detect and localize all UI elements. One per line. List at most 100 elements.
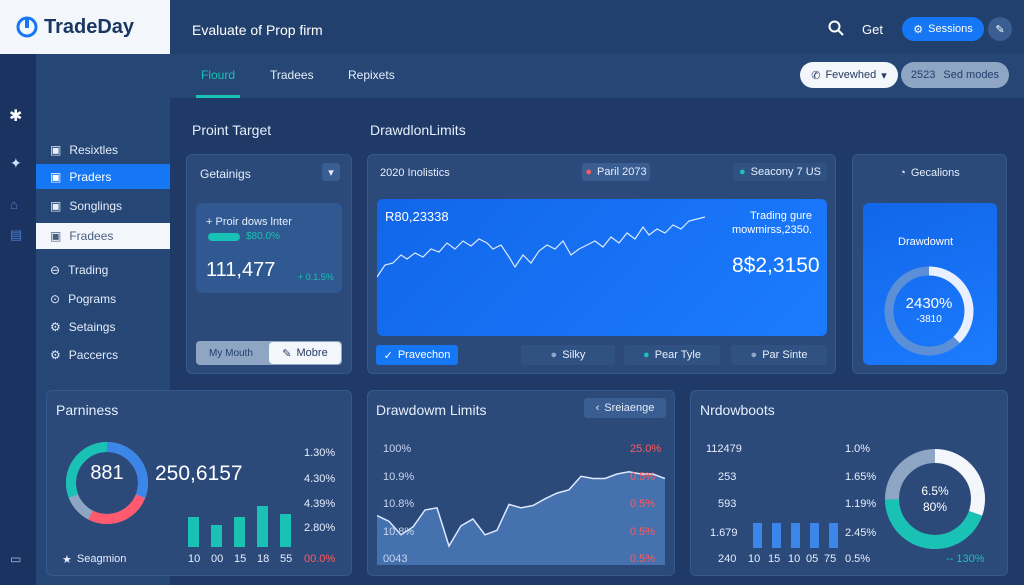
pencil-icon: ✎ — [995, 23, 1005, 36]
chat-icon[interactable]: ▭ — [10, 552, 22, 566]
silky-button[interactable]: ● Silky — [521, 345, 615, 365]
phone-icon: ✆ — [811, 69, 821, 82]
pravechon-button[interactable]: ✓ Pravechon — [376, 345, 458, 365]
getainigs-delta: + 0.1.5% — [298, 272, 334, 282]
dd-y-label-4: 0043 — [383, 553, 408, 565]
folder-icon[interactable]: ▤ — [10, 227, 23, 242]
parniness-bars-bar — [234, 516, 245, 547]
clock-icon: ◔ — [899, 167, 906, 179]
main-chart-big-value: 8$2,3150 — [732, 254, 820, 277]
star-icon: ★ — [62, 554, 72, 566]
sidebar-item-fradees[interactable]: ▣ Fradees — [36, 223, 170, 249]
dot-teal-icon: ● — [739, 166, 746, 178]
gear-icon: ⚙ — [913, 23, 924, 36]
nd-bar-label-4: 75 — [824, 553, 837, 565]
gear-icon: ⚙ — [50, 348, 61, 362]
tab-flourd[interactable]: Flourd — [196, 54, 240, 98]
sidebar-item-trading[interactable]: ⊖ Trading — [50, 263, 109, 277]
chevron-left-icon: ‹ — [595, 402, 600, 414]
logo-text[interactable]: TradeDay — [44, 15, 135, 38]
puzzle-icon[interactable]: ✦ — [10, 155, 22, 171]
nd-left-0: 112479 — [706, 443, 742, 455]
bar-label-4: 55 — [280, 553, 293, 565]
getainigs-value: 111,477 — [206, 259, 276, 281]
search-icon[interactable] — [828, 20, 844, 36]
sidebar-item-paccercs[interactable]: ⚙ Paccercs — [50, 348, 119, 362]
dd-r-label-0: 25.0% — [630, 443, 662, 455]
logo-area: TradeDay — [0, 0, 170, 54]
nd-bar-label-0: 10 — [748, 553, 761, 565]
doc-icon: ▣ — [50, 199, 62, 213]
parniness-right-0: 1.30% — [304, 447, 336, 459]
bar-label-3: 18 — [257, 553, 270, 565]
tab-repixets[interactable]: Repixets — [348, 68, 395, 82]
home-icon[interactable]: ⌂ — [10, 197, 18, 212]
network-icon[interactable]: ✱ — [9, 108, 23, 125]
get-link[interactable]: Get — [862, 22, 883, 37]
sidebar-item-setaings[interactable]: ⚙ Setaings — [50, 320, 116, 334]
parniness-bars-bar — [188, 516, 199, 547]
nd-left-1: 253 — [718, 471, 737, 483]
dot-icon: ● — [750, 349, 758, 361]
getainigs-badge: $80.0% — [246, 231, 280, 242]
chevron-down-icon: ▾ — [881, 69, 887, 82]
edit-button[interactable]: ✎ — [988, 17, 1012, 41]
doc-icon: ▣ — [50, 143, 62, 157]
settings-icon: ⚙ — [50, 320, 61, 334]
check-icon: ✓ — [383, 349, 393, 362]
nd-mid-0: 1.0% — [845, 443, 871, 455]
segment-mobre[interactable]: ✎ Mobre — [269, 342, 341, 364]
dot-icon: ● — [550, 349, 558, 361]
page-title: Evaluate of Prop firm — [192, 22, 323, 38]
gecalions-title: ◔ Gecalions — [899, 167, 960, 179]
dot-teal-icon: ● — [643, 349, 650, 361]
bar-label-2: 15 — [234, 553, 247, 565]
area-line — [377, 471, 665, 548]
dd-r-label-4: 0.5% — [630, 553, 656, 565]
dd-y-label-2: 10.8% — [383, 498, 415, 510]
nd-bars-bar — [829, 522, 838, 548]
dd-y-label-3: 10.8% — [383, 526, 415, 538]
nd-bar-label-3: 05 — [806, 553, 819, 565]
gauge-value: 881 — [90, 462, 124, 484]
getainigs-inner — [196, 203, 342, 293]
nrdowboots-footer: -- 130% — [946, 553, 985, 565]
sreiaenge-button[interactable]: ‹ Sreiaenge — [584, 398, 666, 418]
par-sinte-button[interactable]: ● Par Sinte — [731, 345, 827, 365]
bar-label-0: 10 — [188, 553, 201, 565]
getainigs-line: + Proir dows lnter — [206, 216, 292, 228]
dd-r-label-2: 0.5% — [630, 498, 656, 510]
sessions-button[interactable]: ⚙ Sessions — [902, 17, 984, 41]
doc-icon: ▣ — [50, 229, 62, 243]
parniness-right-3: 2.80% — [304, 522, 336, 534]
parniness-footer: ★ Seagmion — [62, 553, 127, 566]
dd-y-label-1: 10.9% — [383, 471, 415, 483]
nd-bars-bar — [772, 522, 781, 548]
parniness-card — [46, 390, 352, 576]
drawdown-ring — [884, 266, 974, 356]
icon-rail — [0, 54, 36, 585]
sidebar-item-pograms[interactable]: ⊙ Pograms — [50, 292, 117, 306]
chevron-down-icon: ▾ — [328, 166, 334, 179]
region-chip[interactable]: ● Seacony 7 US — [733, 163, 827, 181]
view-dropdown[interactable]: ✆ Fevewhed ▾ — [800, 62, 898, 88]
ring-value: 2430% — [905, 295, 953, 312]
segment-my-mouth[interactable]: My Mouth — [209, 348, 253, 359]
parniness-right-4: 00.0% — [304, 553, 336, 565]
nd-mid-3: 2.45% — [845, 527, 877, 539]
pear-tyle-button[interactable]: ● Pear Tyle — [624, 345, 720, 365]
dd-y-label-0: 100% — [383, 443, 412, 455]
sidebar-item-songlings[interactable]: ▣ Songlings — [50, 199, 123, 213]
dot-red-icon: ● — [585, 166, 593, 178]
parniness-bars-bar — [280, 514, 291, 547]
tab-tradees[interactable]: Tradees — [270, 68, 314, 82]
topbar — [170, 0, 1024, 54]
parniness-gauge — [66, 442, 148, 524]
bar-label-1: 00 — [211, 553, 224, 565]
sidebar-item-resixtles[interactable]: ▣ Resixtles — [50, 143, 119, 157]
nd-bar-label-2: 10 — [788, 553, 801, 565]
date-chip[interactable]: ● Paril 2073 — [582, 163, 650, 181]
mode-toggle[interactable]: 2523 Sed modes — [901, 62, 1009, 88]
getainigs-collapse[interactable]: ▾ — [322, 163, 340, 181]
sidebar-item-praders[interactable]: ▣ Praders — [36, 164, 170, 189]
